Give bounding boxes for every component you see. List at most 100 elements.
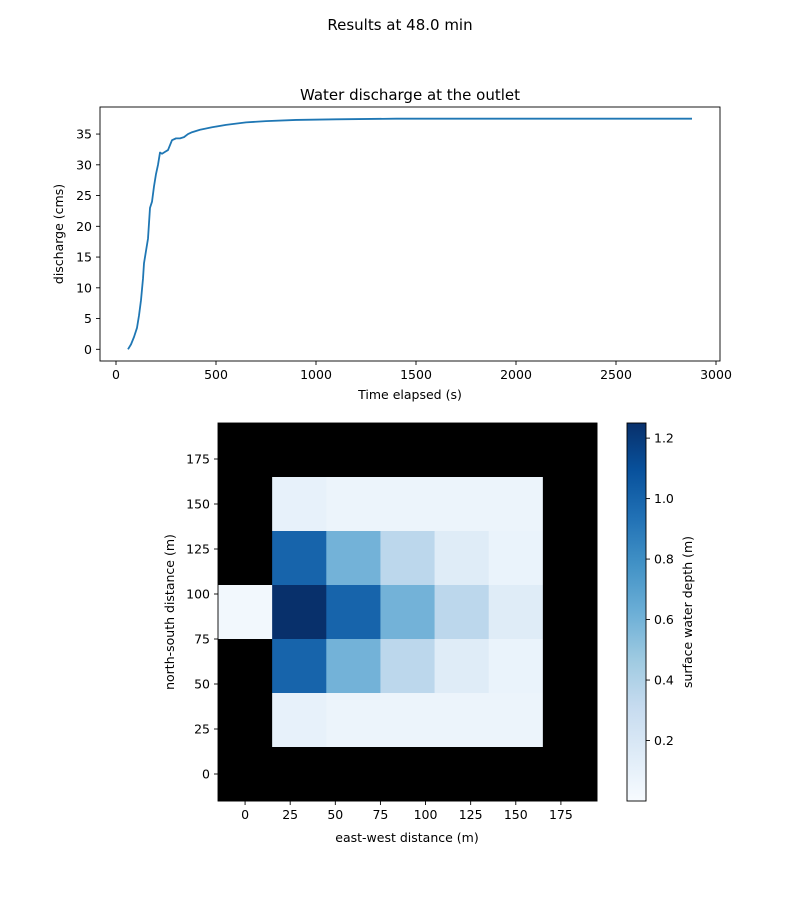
discharge-x-tick-label: 3000 [700,367,732,382]
depth-map-y-tick-label: 0 [202,767,210,782]
depth-map-cell [326,585,381,640]
depth-map-cell [272,477,327,532]
colorbar-tick-label: 0.6 [654,612,674,627]
depth-map-cell [434,531,490,586]
discharge-x-tick-label: 500 [204,367,228,382]
depth-map-cell [542,747,598,802]
depth-map-y-tick-label: 25 [194,722,210,737]
colorbar-label: surface water depth (m) [680,536,695,688]
discharge-y-tick-label: 0 [84,342,92,357]
discharge-y-axis-label: discharge (cms) [51,184,66,284]
depth-map-cell [326,693,381,748]
colorbar-tick-label: 1.2 [654,431,674,446]
discharge-y-tick-label: 20 [76,219,92,234]
depth-map-cell [380,639,436,694]
depth-map-cell [218,531,273,586]
depth-map-x-tick-label: 100 [414,807,438,822]
discharge-x-tick-label: 0 [112,367,120,382]
colorbar-tick-label: 0.4 [654,673,674,688]
depth-map-cell [488,747,544,802]
depth-map-frame [217,422,598,802]
colorbar-tick-label: 0.8 [654,552,674,567]
discharge-plot-frame [99,106,721,362]
depth-map-cell [542,585,598,640]
discharge-y-tick-label: 5 [84,311,92,326]
depth-map-cell [542,423,598,478]
discharge-x-tick-label: 1000 [300,367,332,382]
discharge-x-ticks: 0 500 1000 1500 2000 2500 3000 [112,361,732,382]
depth-map-cell [434,693,490,748]
depth-map-y-tick-label: 50 [194,677,210,692]
depth-map-cell [542,477,598,532]
depth-map-cell [326,747,381,802]
depth-map-cell [380,747,436,802]
depth-map-x-tick-label: 75 [372,807,388,822]
depth-map-cell [380,585,436,640]
depth-map-y-ticks: 0 25 50 75 100 125 150 175 [186,452,218,782]
depth-map-cell [218,477,273,532]
depth-map-x-tick-label: 25 [282,807,298,822]
discharge-y-tick-label: 30 [76,157,92,172]
depth-map-cell [488,477,544,532]
depth-map-cells [218,423,598,802]
depth-map-cell [434,423,490,478]
depth-map-cell [434,477,490,532]
discharge-x-tick-label: 1500 [400,367,432,382]
depth-map-cell [326,477,381,532]
depth-map-cell [434,747,490,802]
depth-map-cell [434,585,490,640]
discharge-y-tick-label: 35 [76,127,92,142]
depth-map-cell [218,585,273,640]
depth-map-cell [326,531,381,586]
depth-map-cell [380,531,436,586]
figure-suptitle: Results at 48.0 min [327,16,472,34]
discharge-chart-title: Water discharge at the outlet [300,86,520,104]
discharge-series-line [127,117,692,350]
discharge-chart: Water discharge at the outlet 0 500 1000 15… [51,86,732,402]
depth-map-cell [380,693,436,748]
depth-map-cell [218,423,273,478]
colorbar: 0.2 0.4 0.6 0.8 1.0 1.2 surface water depth (… [626,422,695,802]
depth-map-cell [218,639,273,694]
discharge-y-tick-label: 10 [76,280,92,295]
depth-map-cell [272,747,327,802]
depth-map-cell [488,423,544,478]
discharge-x-tick-label: 2000 [500,367,532,382]
depth-map-cell [326,639,381,694]
depth-map-x-ticks: 0 25 50 75 100 125 150 175 [241,801,573,822]
discharge-plot-area [100,107,720,361]
depth-map-cell [434,639,490,694]
depth-map-y-axis-label: north-south distance (m) [162,534,177,690]
depth-map-cell [488,693,544,748]
depth-map-x-tick-label: 50 [327,807,343,822]
depth-map-y-tick-label: 150 [186,497,210,512]
depth-map-cell [272,639,327,694]
depth-map-cell [272,693,327,748]
colorbar-tick-label: 0.2 [654,733,674,748]
depth-map-x-tick-label: 0 [241,807,249,822]
depth-map-cell [272,585,327,640]
depth-map-y-tick-label: 175 [186,452,210,467]
depth-map-cell [542,693,598,748]
colorbar-tick-label: 1.0 [654,491,674,506]
colorbar-ticks: 0.2 0.4 0.6 0.8 1.0 1.2 [646,431,674,748]
depth-map-cell [542,531,598,586]
depth-map-y-tick-label: 125 [186,542,210,557]
depth-map-cell [488,639,544,694]
depth-map-cell [542,639,598,694]
discharge-y-ticks: 0 5 10 15 20 25 30 35 [76,127,100,357]
depth-map-y-tick-label: 75 [194,632,210,647]
colorbar-frame [626,422,647,802]
colorbar-gradient [627,423,646,801]
discharge-y-tick-label: 15 [76,250,92,265]
discharge-y-tick-label: 25 [76,188,92,203]
depth-map-cell [272,423,327,478]
depth-map-x-tick-label: 125 [459,807,483,822]
depth-map-cell [488,585,544,640]
depth-map: 0 25 50 75 100 125 150 175 0255075100125150175 … [162,422,598,845]
depth-map-x-tick-label: 150 [504,807,528,822]
depth-map-cell [218,693,273,748]
depth-map-cell [218,747,273,802]
depth-map-y-tick-label: 100 [186,587,210,602]
